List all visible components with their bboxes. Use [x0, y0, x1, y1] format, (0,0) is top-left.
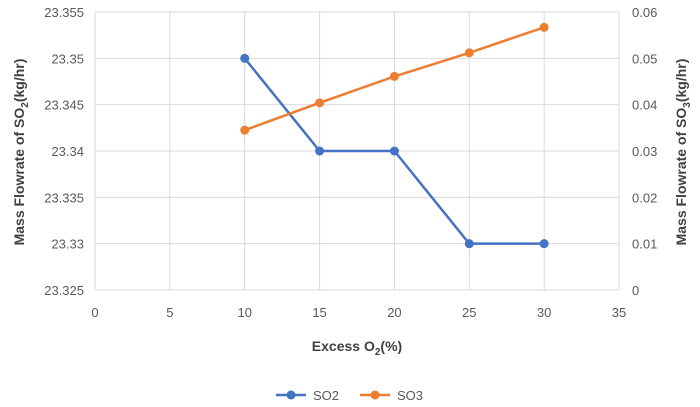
x-tick-label: 35	[612, 305, 626, 320]
data-point-so2	[539, 239, 549, 249]
left-y-tick-label: 23.33	[51, 237, 84, 252]
left-y-tick-label: 23.345	[44, 98, 84, 113]
left-y-tick-label: 23.335	[44, 190, 84, 205]
right-y-tick-label: 0.03	[632, 144, 657, 159]
data-point-so2	[464, 239, 474, 249]
data-point-so3	[389, 71, 399, 81]
x-tick-label: 15	[312, 305, 326, 320]
x-tick-labels: 0 5 10 15 20 25 30 35	[91, 305, 626, 320]
x-tick-label: 20	[387, 305, 401, 320]
right-y-tick-label: 0.04	[632, 98, 657, 113]
legend-item-so3: SO3	[360, 388, 423, 403]
right-y-tick-label: 0	[632, 283, 639, 298]
x-tick-label: 10	[237, 305, 251, 320]
x-tick-label: 5	[166, 305, 173, 320]
right-y-tick-label: 0.06	[632, 5, 657, 20]
legend-marker-so3	[370, 390, 380, 400]
right-y-tick-label: 0.02	[632, 190, 657, 205]
right-y-tick-label: 0.01	[632, 237, 657, 252]
left-y-tick-labels: 23.325 23.33 23.335 23.34 23.345 23.35 23.355	[44, 5, 84, 298]
data-point-so3	[464, 48, 474, 58]
x-tick-label: 30	[537, 305, 551, 320]
data-point-so2	[315, 146, 325, 156]
legend: SO2 SO3	[276, 388, 423, 403]
right-y-axis-title: Mass Flowrate of SO3(kg/hr)	[673, 59, 693, 246]
data-point-so3	[240, 125, 250, 135]
series-layer	[240, 22, 549, 249]
x-axis-title: Excess O2(%)	[312, 338, 402, 358]
data-point-so2	[389, 146, 399, 156]
left-y-tick-label: 23.355	[44, 5, 84, 20]
left-y-tick-label: 23.34	[51, 144, 84, 159]
data-point-so3	[539, 22, 549, 32]
right-y-tick-labels: 0 0.01 0.02 0.03 0.04 0.05 0.06	[632, 5, 657, 298]
data-point-so2	[240, 53, 250, 63]
legend-label-so2: SO2	[313, 388, 339, 403]
x-tick-label: 0	[91, 305, 98, 320]
left-y-tick-label: 23.325	[44, 283, 84, 298]
legend-label-so3: SO3	[397, 388, 423, 403]
left-y-tick-label: 23.35	[51, 51, 84, 66]
x-tick-label: 25	[462, 305, 476, 320]
data-point-so3	[315, 98, 325, 108]
right-y-tick-label: 0.05	[632, 51, 657, 66]
left-y-axis-title: Mass Flowrate of SO2(kg/hr)	[11, 59, 31, 246]
legend-item-so2: SO2	[276, 388, 339, 403]
legend-marker-so2	[286, 390, 296, 400]
